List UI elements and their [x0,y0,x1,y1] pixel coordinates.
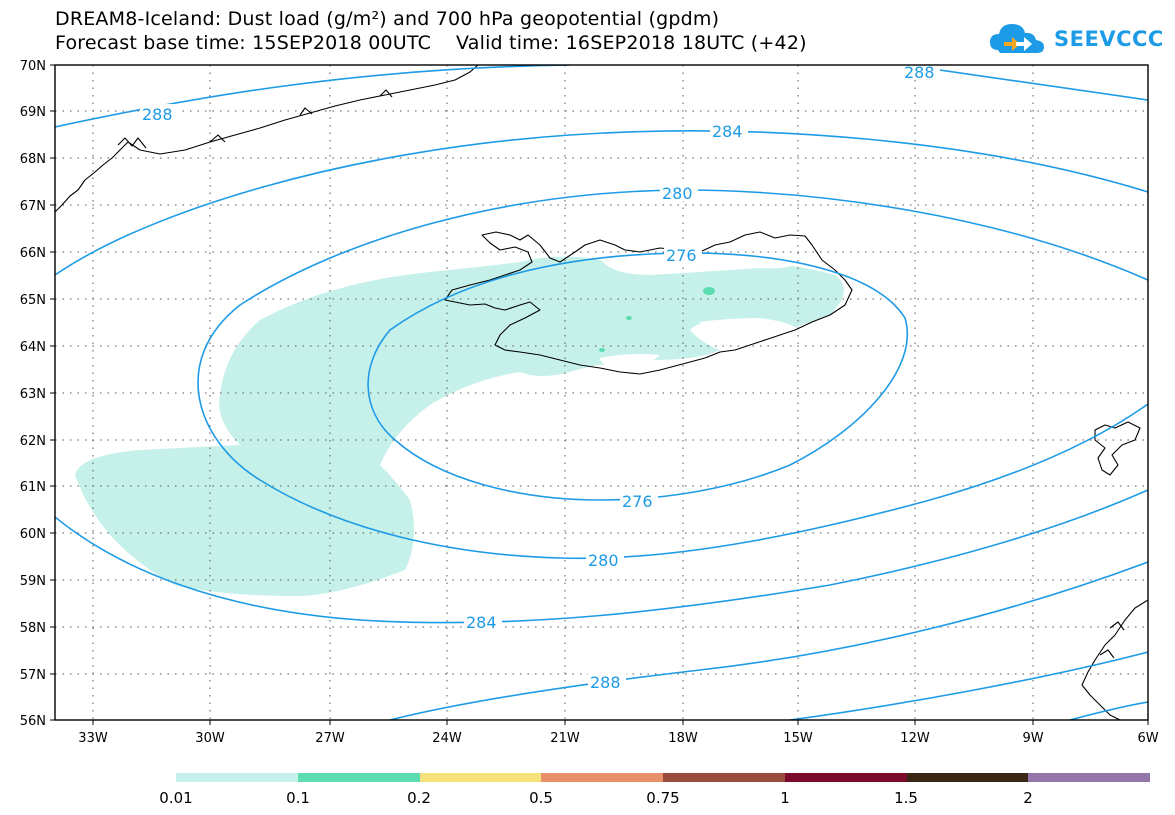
isoline-292-bottom [789,651,1148,720]
dust-gap [600,254,800,275]
lon-label: 12W [900,731,930,746]
colorbar-label: 0.01 [159,789,193,807]
contour-label: 284 [466,613,497,632]
lat-label: 60N [20,527,46,542]
dust-spot [626,316,632,320]
dust-gap [700,318,800,340]
lat-label: 65N [20,293,46,308]
lat-label: 70N [20,59,46,74]
graticule [55,65,1148,720]
lat-label: 64N [20,340,46,355]
lat-label: 69N [20,105,46,120]
colorbar-segment [176,773,298,782]
lat-label: 63N [20,387,46,402]
isoline-288-bottom [389,561,1148,720]
isoline-276 [367,252,908,501]
colorbar-segment [1028,773,1150,782]
dust-spot [703,287,715,295]
colorbar-label: 0.5 [529,789,553,807]
greenland-coast-detail [117,89,393,149]
lat-label: 58N [20,621,46,636]
colorbar-segment [419,773,542,782]
lon-label: 21W [550,731,580,746]
lat-label: 59N [20,574,46,589]
lon-label: 18W [668,731,698,746]
dust-gap [600,354,660,368]
lon-label: 24W [432,731,462,746]
colorbar-label: 0.75 [646,789,680,807]
map-title: DREAM8-Iceland: Dust load (g/m²) and 700… [55,8,720,30]
map-frame [54,64,1149,721]
longitude-labels: 33W 30W 27W 24W 21W 18W 15W 12W 9W 6W [78,731,1158,746]
contour-label: 288 [590,673,621,692]
contour-label: 288 [904,63,935,82]
colorbar-label: 2 [1023,789,1033,807]
contour-label: 280 [588,551,619,570]
lat-label: 62N [20,434,46,449]
colorbar-label: 1.5 [894,789,918,807]
lat-label: 57N [20,668,46,683]
lat-label: 66N [20,246,46,261]
colorbar [176,773,1150,782]
logo-text: SEEVCCC [1054,27,1164,51]
lon-label: 9W [1022,731,1043,746]
colorbar-segment [541,773,663,782]
lon-label: 27W [315,731,345,746]
contour-label: 280 [662,184,693,203]
lat-label: 61N [20,480,46,495]
latitude-labels: 70N 69N 68N 67N 66N 65N 64N 63N 62N 61N … [20,59,46,729]
colorbar-segment [784,773,907,782]
contour-label: 276 [622,492,653,511]
iceland-coast [444,231,853,375]
colorbar-label: 0.1 [286,789,310,807]
dust-area [75,256,844,596]
lon-label: 30W [195,731,225,746]
dust-spot [599,348,605,352]
faroe-islands-coast [1094,421,1141,476]
lon-label: 15W [783,731,813,746]
lon-label: 6W [1137,731,1158,746]
greenland-coast [55,65,479,213]
isoline-288-top-right [904,65,1148,101]
contour-label: 276 [666,246,697,265]
colorbar-segment [297,773,420,782]
isoline-284-bottom [55,489,1148,624]
lat-label: 56N [20,714,46,729]
isoline-288-top [55,65,571,128]
seevccc-logo [990,20,1140,58]
isoline-280 [197,189,1148,560]
tick-marks [50,64,1149,725]
contour-label: 288 [142,105,173,124]
colorbar-label: 1 [780,789,790,807]
lon-label: 33W [78,731,108,746]
isoline-284-top [55,130,1148,276]
lat-label: 68N [20,152,46,167]
isoline-296-corner [1069,701,1148,720]
forecast-time-subtitle: Forecast base time: 15SEP2018 00UTC Vali… [55,32,807,54]
contour-label: 284 [712,122,743,141]
cloud-icon [990,24,1044,53]
lat-label: 67N [20,199,46,214]
colorbar-segment [663,773,785,782]
colorbar-label: 0.2 [407,789,431,807]
colorbar-segment [906,773,1029,782]
